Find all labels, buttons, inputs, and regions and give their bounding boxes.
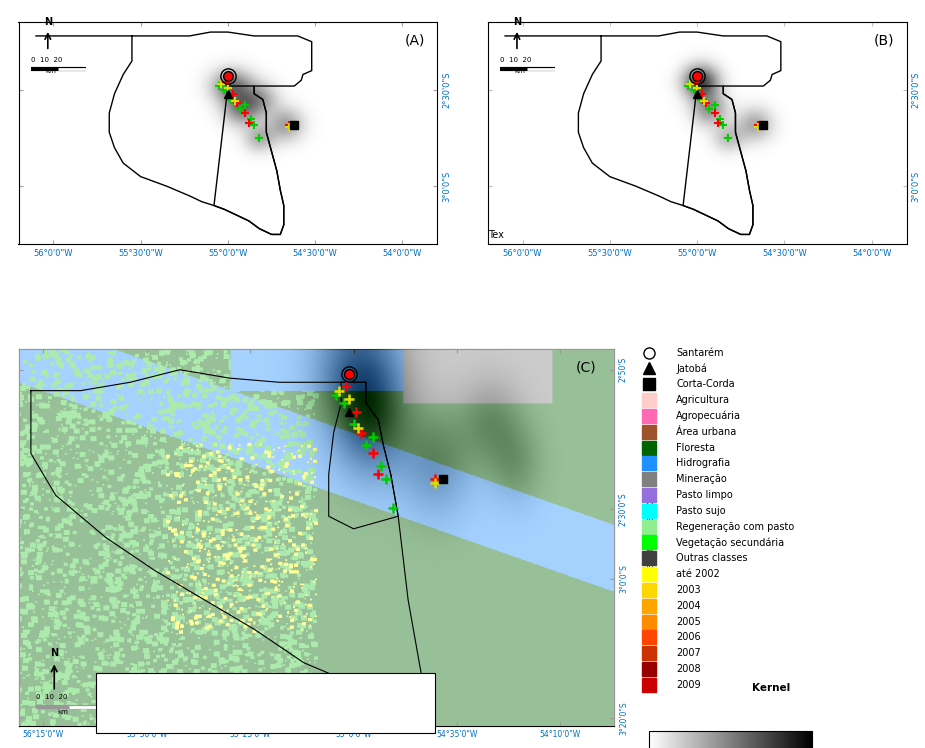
FancyBboxPatch shape <box>96 672 436 733</box>
Text: Agropecuária: Agropecuária <box>676 411 741 421</box>
Text: 0  10  20: 0 10 20 <box>31 58 63 64</box>
Text: +: + <box>114 699 126 714</box>
Text: 2005: 2005 <box>676 616 701 627</box>
Text: km: km <box>515 68 525 74</box>
Text: Residência do paciente: Residência do paciente <box>131 702 237 711</box>
Text: 2003: 2003 <box>676 585 701 595</box>
Text: (A): (A) <box>404 34 425 48</box>
Text: Agricultura: Agricultura <box>676 395 731 405</box>
Text: Local de infecção: Local de infecção <box>131 687 211 696</box>
Text: 2007: 2007 <box>676 649 701 658</box>
Text: Outras classes: Outras classes <box>676 554 748 563</box>
Text: N: N <box>50 648 58 657</box>
Text: (C): (C) <box>575 360 597 374</box>
Text: km: km <box>57 709 68 715</box>
Text: +: + <box>114 715 126 729</box>
Text: Hidrografia: Hidrografia <box>676 459 731 468</box>
Text: N: N <box>512 17 521 27</box>
Text: N: N <box>43 17 52 27</box>
Text: 0  10  20: 0 10 20 <box>500 58 532 64</box>
Text: até 2002: até 2002 <box>676 569 721 579</box>
Text: (B): (B) <box>873 34 894 48</box>
Text: Tex: Tex <box>487 230 503 239</box>
Text: Vegetação secundária: Vegetação secundária <box>676 537 784 548</box>
Text: Floresta: Floresta <box>676 443 715 453</box>
Text: Pasto sujo: Pasto sujo <box>676 506 726 516</box>
Text: Área urbana: Área urbana <box>676 426 736 437</box>
Text: 0  10  20: 0 10 20 <box>36 694 68 700</box>
Text: Santarém: Santarém <box>676 348 724 358</box>
Text: Corta-Corda: Corta-Corda <box>676 379 735 389</box>
Text: 2004: 2004 <box>676 601 701 611</box>
Text: Desmatamento: Desmatamento <box>645 500 655 575</box>
Text: 2006: 2006 <box>676 632 701 643</box>
Text: Local de infecção/Residência do paciente: Local de infecção/Residência do paciente <box>131 717 319 726</box>
Text: km: km <box>45 68 56 74</box>
Text: Pasto limpo: Pasto limpo <box>676 490 734 500</box>
Text: +: + <box>114 684 126 699</box>
Text: Kernel: Kernel <box>752 683 790 693</box>
Text: Mineração: Mineração <box>676 474 727 484</box>
Text: Regeneração com pasto: Regeneração com pasto <box>676 521 795 532</box>
Text: Jatobá: Jatobá <box>676 363 708 374</box>
Text: 2009: 2009 <box>676 680 701 690</box>
Text: 2008: 2008 <box>676 664 701 674</box>
